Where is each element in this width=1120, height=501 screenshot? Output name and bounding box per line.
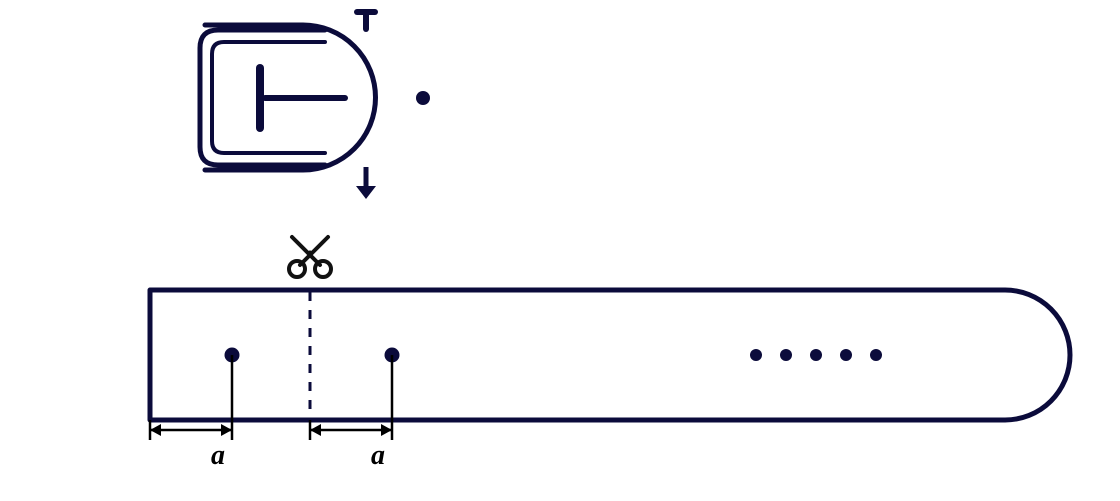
- strap-outline: [150, 290, 1070, 420]
- bottom-arrow-head: [356, 186, 376, 199]
- strap-hole-right-5: [870, 349, 882, 361]
- dim-a-right-head-r: [381, 424, 392, 436]
- buckle: [200, 12, 430, 199]
- dim-a-right-label: a: [371, 440, 385, 471]
- strap: [150, 290, 1070, 420]
- dimensions: aa: [150, 355, 392, 471]
- strap-hole-right-2: [780, 349, 792, 361]
- strap-hole-right-4: [840, 349, 852, 361]
- belt-sizing-diagram: aa: [0, 0, 1120, 501]
- dim-a-right-head-l: [310, 424, 321, 436]
- dim-a-left-head-r: [221, 424, 232, 436]
- dim-a-left-head-l: [150, 424, 161, 436]
- buckle-hole-dot: [416, 91, 430, 105]
- strap-hole-right-3: [810, 349, 822, 361]
- strap-hole-right-1: [750, 349, 762, 361]
- scissors-icon: [289, 237, 331, 277]
- dim-a-left-label: a: [211, 440, 225, 471]
